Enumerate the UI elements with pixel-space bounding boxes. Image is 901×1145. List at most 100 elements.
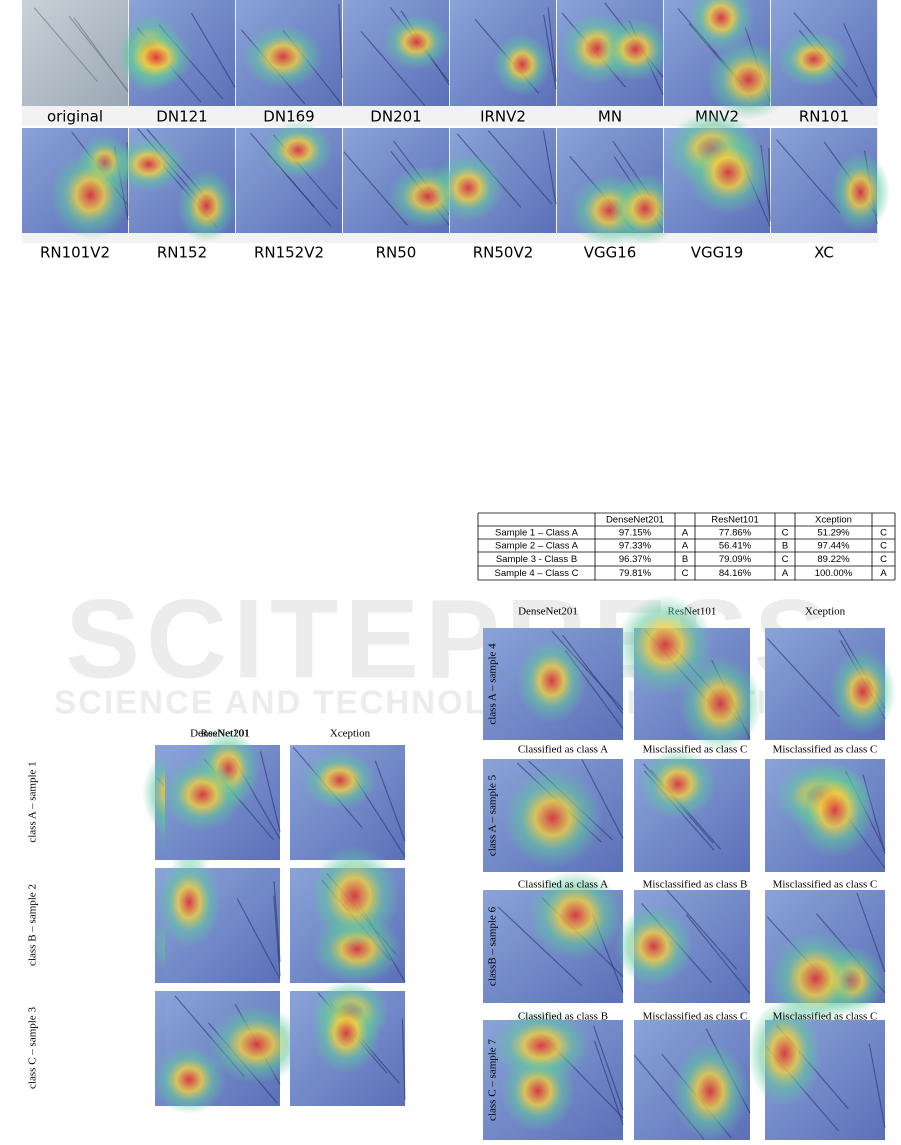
heatmap-image [483,759,624,872]
heatmap-image [765,759,886,872]
table-cell: A [880,568,887,579]
crack [68,15,129,91]
heatmap-image [22,128,132,240]
table-cell: Sample 3 - Class B [496,554,577,565]
table-cell: 97.44% [817,541,850,552]
crack [401,1019,406,1100]
table-header: DenseNet201 [606,515,664,526]
activation-blob [152,1045,226,1115]
thumbnail-label: DN121 [156,108,207,126]
activation-blob [793,762,876,858]
crack [581,759,624,839]
table-cell: A [782,568,789,579]
activation-blob [671,1041,749,1142]
row-label: classB – sample 6 [487,906,499,986]
image-background [22,0,128,106]
heatmap-image [616,594,763,753]
activation-blob [176,169,237,243]
table-cell: 56.41% [719,541,752,552]
thumbnail-label: original [47,108,103,126]
crack [497,906,583,987]
activation-blob [263,121,334,179]
table-cell: C [880,541,887,552]
activation-blob [157,856,222,948]
activation-blob [516,638,587,723]
table-cell: 97.33% [619,541,652,552]
table-cell: 79.81% [619,568,652,579]
image-caption: Misclassified as class C [643,744,748,756]
heatmap-image [343,0,451,106]
crack [487,130,553,205]
row-label: class B – sample 2 [27,884,39,966]
column-header: Xception [330,728,371,740]
crack [236,898,281,980]
activation-blob [829,648,897,735]
image-caption: Classified as class B [518,1011,608,1023]
thumbnail-label: RN101V2 [40,244,110,262]
activation-blob [747,999,822,1108]
thumbnail-label: MN [598,108,622,126]
crack [259,751,281,832]
table-cell: 100.00% [815,568,853,579]
image-caption: Misclassified as class B [643,879,748,891]
table-cell: C [682,568,689,579]
table-cell: C [880,554,887,565]
activation-blob [830,151,891,233]
activation-blob [614,905,694,987]
heatmap-image [290,745,406,860]
crack [843,23,878,98]
row-label: class C – sample 7 [487,1039,499,1121]
heatmap-image [22,0,129,106]
heatmap-image [771,128,891,233]
row-label: class A – sample 1 [27,761,39,842]
table-cell: C [782,528,789,539]
thumbnail-label: DN169 [263,108,314,126]
thumbnail-label: VGG19 [691,244,744,262]
heatmap-image [111,128,237,243]
crack [273,895,281,977]
crack [593,1040,624,1125]
table-cell: C [782,554,789,565]
image-caption: Misclassified as class C [773,1011,878,1023]
heatmap-image [765,628,897,740]
table-cell: Sample 1 – Class A [495,528,579,539]
heatmap-image [557,0,671,106]
image-caption: Classified as class A [518,879,608,891]
crack [868,1043,886,1128]
activation-blob [706,39,792,120]
row-label: class A – sample 5 [487,774,499,856]
heatmap-image [161,729,281,860]
table-cell: 97.15% [619,528,652,539]
crack [856,892,886,973]
activation-blob [609,172,680,246]
activation-blob [685,129,771,216]
activation-blob [242,24,324,90]
activation-blob [492,33,552,96]
activation-blob [302,750,378,810]
heatmap-image [664,111,771,233]
heatmap-image [119,0,236,106]
activation-blob [309,844,400,947]
image-caption: Misclassified as class C [643,1011,748,1023]
heatmap-image [614,889,751,1003]
activation-blob [311,992,381,1074]
activation-blob [639,748,717,820]
crack [542,130,557,205]
crack [33,7,99,83]
activation-blob [208,1005,306,1084]
activation-blob [382,13,451,71]
crack [776,139,841,214]
thumbnail-label: VGG16 [584,244,637,262]
row-label: class A – sample 4 [487,643,499,725]
crack [338,3,343,79]
activation-blob [616,594,714,696]
heatmap-image [483,869,624,1003]
activation-blob [491,1009,591,1082]
heatmap-image [664,0,792,120]
table-header: Xception [815,515,852,526]
table-cell: 96.37% [619,554,652,565]
activation-blob [49,150,131,240]
activation-blob [777,30,850,88]
crack [768,147,771,222]
